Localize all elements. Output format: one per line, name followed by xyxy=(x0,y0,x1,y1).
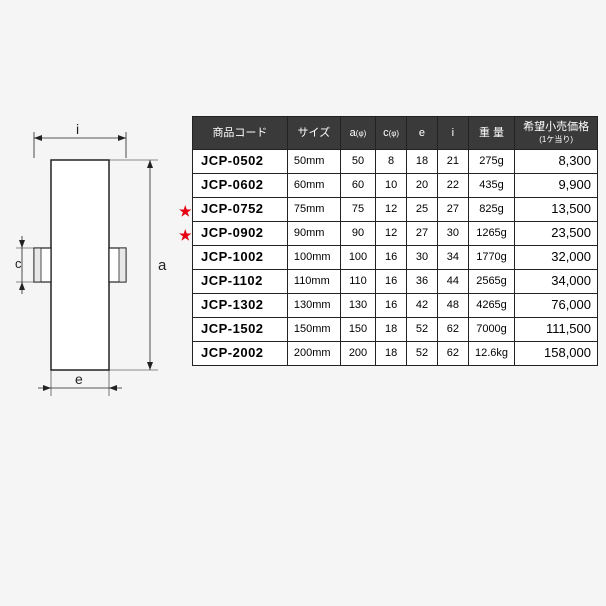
cell-size: 50mm xyxy=(287,149,340,173)
cell-weight: 1770g xyxy=(468,245,514,269)
cell-a: 110 xyxy=(340,269,375,293)
header-e: e xyxy=(407,117,438,150)
cell-i: 21 xyxy=(437,149,468,173)
cell-code: JCP-0902★ xyxy=(193,221,288,245)
cell-i: 44 xyxy=(437,269,468,293)
cell-size: 200mm xyxy=(287,341,340,365)
cell-e: 30 xyxy=(407,245,438,269)
cell-a: 75 xyxy=(340,197,375,221)
header-weight: 重 量 xyxy=(468,117,514,150)
cell-size: 110mm xyxy=(287,269,340,293)
cell-size: 150mm xyxy=(287,317,340,341)
cell-i: 27 xyxy=(437,197,468,221)
spec-table-wrap: 商品コード サイズ a(φ) c(φ) e i 重 量 希望小売価格(1ケ当り)… xyxy=(192,116,598,366)
table-row: JCP-1102110mm1101636442565g34,000 xyxy=(193,269,598,293)
table-row: JCP-1002100mm1001630341770g32,000 xyxy=(193,245,598,269)
cell-c: 16 xyxy=(376,269,407,293)
cell-e: 25 xyxy=(407,197,438,221)
header-code: 商品コード xyxy=(193,117,288,150)
cell-weight: 825g xyxy=(468,197,514,221)
cell-c: 18 xyxy=(376,317,407,341)
cell-i: 22 xyxy=(437,173,468,197)
cell-e: 42 xyxy=(407,293,438,317)
cell-e: 52 xyxy=(407,341,438,365)
header-size: サイズ xyxy=(287,117,340,150)
cell-price: 32,000 xyxy=(515,245,598,269)
cell-c: 16 xyxy=(376,293,407,317)
cell-code: JCP-1002 xyxy=(193,245,288,269)
cell-c: 12 xyxy=(376,197,407,221)
cell-price: 76,000 xyxy=(515,293,598,317)
cell-i: 48 xyxy=(437,293,468,317)
star-icon: ★ xyxy=(179,202,192,220)
cell-price: 8,300 xyxy=(515,149,598,173)
cell-code: JCP-0752★ xyxy=(193,197,288,221)
cell-price: 34,000 xyxy=(515,269,598,293)
cell-code: JCP-2002 xyxy=(193,341,288,365)
cell-i: 34 xyxy=(437,245,468,269)
svg-text:e: e xyxy=(75,371,83,387)
header-row: 商品コード サイズ a(φ) c(φ) e i 重 量 希望小売価格(1ケ当り) xyxy=(193,117,598,150)
cell-a: 130 xyxy=(340,293,375,317)
cell-e: 20 xyxy=(407,173,438,197)
cell-e: 36 xyxy=(407,269,438,293)
cell-code: JCP-0502 xyxy=(193,149,288,173)
cell-weight: 7000g xyxy=(468,317,514,341)
cell-code: JCP-1502 xyxy=(193,317,288,341)
cell-e: 52 xyxy=(407,317,438,341)
cell-size: 75mm xyxy=(287,197,340,221)
svg-text:a: a xyxy=(158,257,167,274)
cell-i: 62 xyxy=(437,317,468,341)
table-row: JCP-0902★90mm901227301265g23,500 xyxy=(193,221,598,245)
cell-c: 18 xyxy=(376,341,407,365)
cell-e: 18 xyxy=(407,149,438,173)
cell-size: 90mm xyxy=(287,221,340,245)
cell-code: JCP-1102 xyxy=(193,269,288,293)
header-i: i xyxy=(437,117,468,150)
header-c: c(φ) xyxy=(376,117,407,150)
technical-diagram: i c a xyxy=(10,118,175,408)
cell-price: 13,500 xyxy=(515,197,598,221)
cell-a: 100 xyxy=(340,245,375,269)
cell-weight: 275g xyxy=(468,149,514,173)
cell-c: 8 xyxy=(376,149,407,173)
cell-e: 27 xyxy=(407,221,438,245)
table-row: JCP-050250mm5081821275g8,300 xyxy=(193,149,598,173)
cell-a: 50 xyxy=(340,149,375,173)
cell-code: JCP-0602 xyxy=(193,173,288,197)
cell-weight: 1265g xyxy=(468,221,514,245)
cell-c: 10 xyxy=(376,173,407,197)
cell-weight: 435g xyxy=(468,173,514,197)
cell-c: 16 xyxy=(376,245,407,269)
table-row: JCP-0752★75mm75122527825g13,500 xyxy=(193,197,598,221)
cell-i: 30 xyxy=(437,221,468,245)
cell-i: 62 xyxy=(437,341,468,365)
cell-price: 111,500 xyxy=(515,317,598,341)
cell-a: 200 xyxy=(340,341,375,365)
cell-price: 158,000 xyxy=(515,341,598,365)
cell-code: JCP-1302 xyxy=(193,293,288,317)
spec-table: 商品コード サイズ a(φ) c(φ) e i 重 量 希望小売価格(1ケ当り)… xyxy=(192,116,598,366)
table-row: JCP-2002200mm20018526212.6kg158,000 xyxy=(193,341,598,365)
cell-a: 90 xyxy=(340,221,375,245)
cell-size: 100mm xyxy=(287,245,340,269)
cell-size: 130mm xyxy=(287,293,340,317)
svg-text:i: i xyxy=(76,121,79,137)
table-row: JCP-1302130mm1301642484265g76,000 xyxy=(193,293,598,317)
cell-a: 60 xyxy=(340,173,375,197)
cell-c: 12 xyxy=(376,221,407,245)
cell-weight: 2565g xyxy=(468,269,514,293)
table-row: JCP-060260mm60102022435g9,900 xyxy=(193,173,598,197)
header-a: a(φ) xyxy=(340,117,375,150)
cell-a: 150 xyxy=(340,317,375,341)
table-row: JCP-1502150mm1501852627000g111,500 xyxy=(193,317,598,341)
cell-weight: 4265g xyxy=(468,293,514,317)
cell-price: 9,900 xyxy=(515,173,598,197)
cell-weight: 12.6kg xyxy=(468,341,514,365)
cell-price: 23,500 xyxy=(515,221,598,245)
header-price: 希望小売価格(1ケ当り) xyxy=(515,117,598,150)
star-icon: ★ xyxy=(179,226,192,244)
svg-text:c: c xyxy=(15,256,22,271)
cell-size: 60mm xyxy=(287,173,340,197)
